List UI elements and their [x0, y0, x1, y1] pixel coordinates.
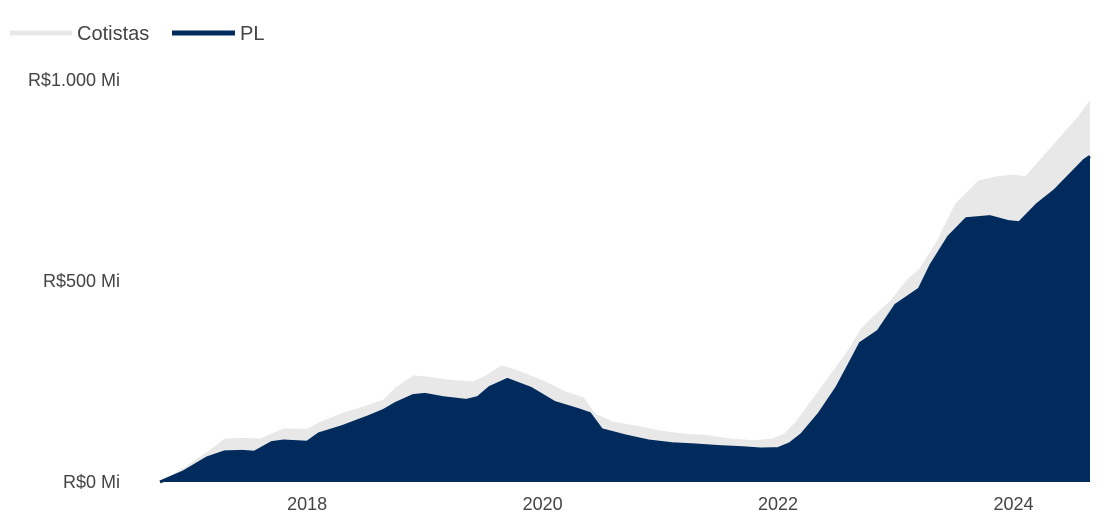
- x-axis: 2018 2020 2022 2024: [287, 494, 1033, 514]
- y-tick-label: R$500 Mi: [43, 271, 120, 291]
- legend-label-cotistas: Cotistas: [77, 23, 149, 45]
- legend: Cotistas PL: [10, 23, 264, 45]
- x-tick-label: 2024: [993, 494, 1033, 514]
- y-axis: R$0 Mi R$500 Mi R$1.000 Mi: [28, 70, 120, 492]
- line-pl: [159, 155, 1091, 484]
- x-tick-label: 2018: [287, 494, 327, 514]
- plot-area: [159, 100, 1091, 484]
- area-pl: [160, 156, 1090, 482]
- y-tick-label: R$0 Mi: [63, 472, 120, 492]
- x-tick-label: 2022: [758, 494, 798, 514]
- y-tick-label: R$1.000 Mi: [28, 70, 120, 90]
- legend-label-pl: PL: [240, 23, 264, 45]
- x-tick-label: 2020: [523, 494, 563, 514]
